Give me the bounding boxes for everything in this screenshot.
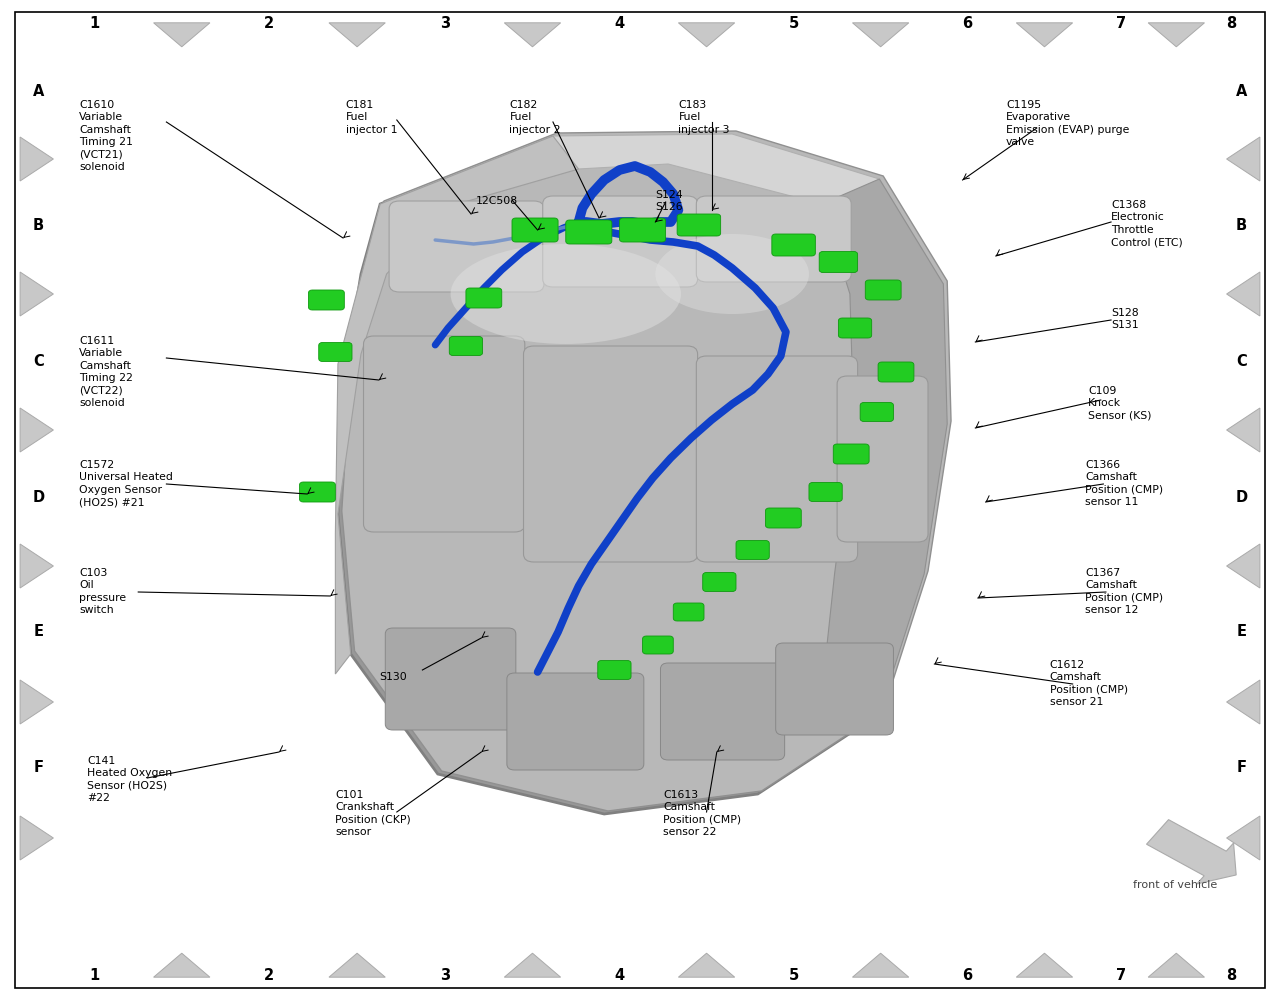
Polygon shape (20, 272, 54, 316)
Polygon shape (342, 131, 951, 811)
Text: 6: 6 (963, 16, 973, 31)
Text: C183
Fuel
injector 3: C183 Fuel injector 3 (678, 100, 730, 135)
Text: E: E (33, 624, 44, 640)
Text: 8: 8 (1226, 16, 1236, 31)
FancyBboxPatch shape (703, 572, 736, 591)
Polygon shape (852, 23, 909, 47)
FancyBboxPatch shape (860, 402, 893, 422)
Text: F: F (33, 760, 44, 776)
Text: C1613
Camshaft
Position (CMP)
sensor 22: C1613 Camshaft Position (CMP) sensor 22 (663, 790, 741, 837)
Text: C1611
Variable
Camshaft
Timing 22
(VCT22)
solenoid: C1611 Variable Camshaft Timing 22 (VCT22… (79, 336, 133, 408)
FancyBboxPatch shape (673, 603, 704, 621)
Text: 3: 3 (440, 968, 451, 984)
Polygon shape (329, 23, 385, 47)
FancyBboxPatch shape (696, 196, 851, 282)
Text: C109
Knock
Sensor (KS): C109 Knock Sensor (KS) (1088, 386, 1152, 421)
Polygon shape (329, 953, 385, 977)
Text: B: B (33, 218, 44, 232)
Polygon shape (504, 23, 561, 47)
Polygon shape (1016, 953, 1073, 977)
FancyBboxPatch shape (837, 376, 928, 542)
FancyBboxPatch shape (833, 444, 869, 464)
Polygon shape (678, 23, 735, 47)
FancyBboxPatch shape (677, 214, 721, 236)
FancyBboxPatch shape (865, 280, 901, 300)
Text: S124
S126: S124 S126 (655, 190, 684, 212)
Text: C1610
Variable
Camshaft
Timing 21
(VCT21)
solenoid: C1610 Variable Camshaft Timing 21 (VCT21… (79, 100, 133, 172)
FancyBboxPatch shape (364, 336, 525, 532)
Text: 2: 2 (264, 968, 274, 984)
Polygon shape (20, 680, 54, 724)
FancyBboxPatch shape (643, 636, 673, 654)
FancyBboxPatch shape (300, 482, 335, 502)
Text: A: A (33, 85, 44, 100)
Text: C103
Oil
pressure
switch: C103 Oil pressure switch (79, 568, 127, 615)
FancyBboxPatch shape (507, 673, 644, 770)
Text: C1368
Electronic
Throttle
Control (ETC): C1368 Electronic Throttle Control (ETC) (1111, 200, 1183, 247)
Text: 4: 4 (614, 968, 625, 984)
Text: C1612
Camshaft
Position (CMP)
sensor 21: C1612 Camshaft Position (CMP) sensor 21 (1050, 660, 1128, 707)
Text: 1: 1 (90, 16, 100, 31)
FancyBboxPatch shape (772, 234, 815, 256)
Polygon shape (1226, 816, 1260, 860)
Text: E: E (1236, 624, 1247, 640)
FancyBboxPatch shape (319, 342, 352, 361)
Text: B: B (1236, 218, 1247, 232)
Text: C101
Crankshaft
Position (CKP)
sensor: C101 Crankshaft Position (CKP) sensor (335, 790, 411, 837)
Polygon shape (154, 23, 210, 47)
FancyBboxPatch shape (524, 346, 698, 562)
Text: C: C (33, 355, 44, 369)
FancyBboxPatch shape (598, 660, 631, 680)
Polygon shape (1226, 680, 1260, 724)
Text: 1: 1 (90, 968, 100, 984)
FancyBboxPatch shape (776, 643, 893, 735)
Polygon shape (451, 134, 943, 284)
Text: 2: 2 (264, 16, 274, 31)
Polygon shape (1226, 137, 1260, 181)
Polygon shape (1016, 23, 1073, 47)
Polygon shape (1226, 408, 1260, 452)
Text: A: A (1236, 85, 1247, 100)
Polygon shape (852, 953, 909, 977)
Text: D: D (1235, 490, 1248, 506)
Polygon shape (20, 408, 54, 452)
FancyBboxPatch shape (385, 628, 516, 730)
FancyBboxPatch shape (736, 540, 769, 560)
Polygon shape (678, 953, 735, 977)
Text: 8: 8 (1226, 968, 1236, 984)
Text: 3: 3 (440, 16, 451, 31)
FancyBboxPatch shape (512, 218, 558, 242)
Polygon shape (1226, 544, 1260, 588)
Text: C182
Fuel
injector 2: C182 Fuel injector 2 (509, 100, 561, 135)
FancyBboxPatch shape (449, 336, 483, 355)
Ellipse shape (655, 234, 809, 314)
Text: C1572
Universal Heated
Oxygen Sensor
(HO2S) #21: C1572 Universal Heated Oxygen Sensor (HO… (79, 460, 173, 507)
FancyBboxPatch shape (660, 663, 785, 760)
Polygon shape (1148, 953, 1204, 977)
FancyBboxPatch shape (566, 220, 612, 244)
FancyBboxPatch shape (466, 288, 502, 308)
Ellipse shape (451, 244, 681, 344)
Text: 4: 4 (614, 16, 625, 31)
Text: C1366
Camshaft
Position (CMP)
sensor 11: C1366 Camshaft Position (CMP) sensor 11 (1085, 460, 1164, 507)
Text: S128
S131: S128 S131 (1111, 308, 1139, 330)
FancyBboxPatch shape (765, 508, 801, 528)
Text: front of vehicle: front of vehicle (1133, 880, 1217, 890)
Polygon shape (822, 179, 947, 714)
FancyBboxPatch shape (389, 201, 544, 292)
Polygon shape (1226, 272, 1260, 316)
Text: C1367
Camshaft
Position (CMP)
sensor 12: C1367 Camshaft Position (CMP) sensor 12 (1085, 568, 1164, 615)
Text: C181
Fuel
injector 1: C181 Fuel injector 1 (346, 100, 397, 135)
FancyBboxPatch shape (620, 218, 666, 242)
Polygon shape (504, 953, 561, 977)
Polygon shape (20, 816, 54, 860)
Text: 12C508: 12C508 (476, 196, 518, 206)
FancyBboxPatch shape (543, 196, 698, 287)
Polygon shape (338, 134, 947, 814)
FancyBboxPatch shape (878, 362, 914, 382)
Text: C: C (1236, 355, 1247, 369)
Polygon shape (1148, 23, 1204, 47)
FancyBboxPatch shape (809, 482, 842, 501)
Text: 6: 6 (963, 968, 973, 984)
Text: 5: 5 (788, 968, 799, 984)
